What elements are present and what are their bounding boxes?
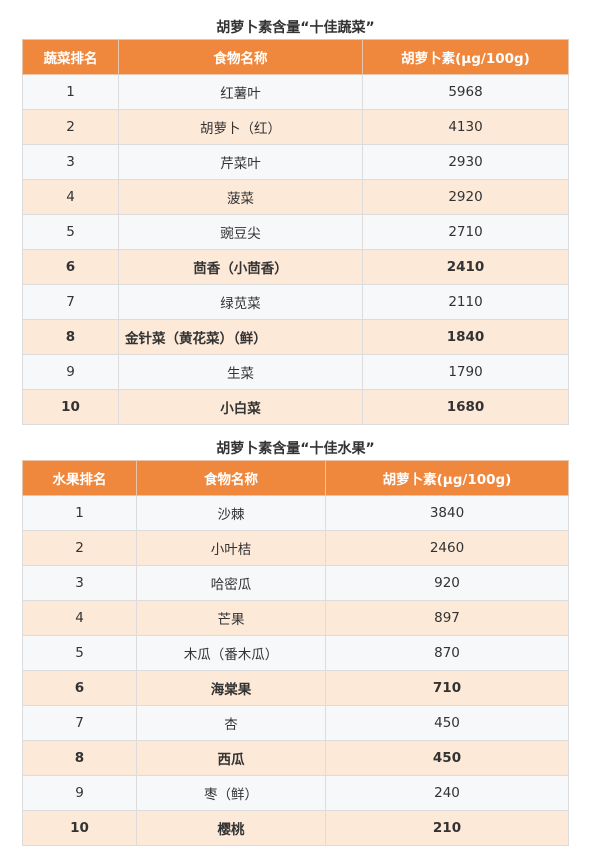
rank-cell: 9 — [22, 354, 119, 390]
rank-cell: 8 — [22, 319, 119, 355]
column-header: 食物名称 — [118, 39, 363, 75]
food-name-cell: 豌豆尖 — [118, 214, 363, 250]
rank-cell: 10 — [22, 810, 137, 846]
carotene-cell: 450 — [325, 740, 569, 776]
carotene-cell: 1840 — [362, 319, 569, 355]
carotene-cell: 2410 — [362, 249, 569, 285]
food-name-cell: 红薯叶 — [118, 74, 363, 110]
table-title: 胡萝卜素含量“十佳水果” — [216, 441, 375, 457]
food-name-cell: 木瓜（番木瓜） — [136, 635, 326, 671]
table-row: 2 小叶桔 2460 — [22, 530, 569, 566]
rank-cell: 6 — [22, 670, 137, 706]
table-row: 7 杏 450 — [22, 705, 569, 741]
table-row: 6 海棠果 710 — [22, 670, 569, 706]
rank-cell: 5 — [22, 635, 137, 671]
table-title: 胡萝卜素含量“十佳蔬菜” — [216, 20, 375, 36]
food-name-cell: 枣（鲜） — [136, 775, 326, 811]
table-row: 9 生菜 1790 — [22, 354, 569, 390]
food-name-cell: 海棠果 — [136, 670, 326, 706]
table-row: 5 豌豆尖 2710 — [22, 214, 569, 250]
column-header: 胡萝卜素(μg/100g) — [362, 39, 569, 75]
carotene-cell: 450 — [325, 705, 569, 741]
table-row: 10 樱桃 210 — [22, 810, 569, 846]
rank-cell: 5 — [22, 214, 119, 250]
food-name-cell: 杏 — [136, 705, 326, 741]
food-name-cell: 菠菜 — [118, 179, 363, 215]
rank-cell: 4 — [22, 600, 137, 636]
rank-cell: 9 — [22, 775, 137, 811]
table-row: 10 小白菜 1680 — [22, 389, 569, 425]
table-row: 9 枣（鲜） 240 — [22, 775, 569, 811]
table-row: 3 芹菜叶 2930 — [22, 144, 569, 180]
food-name-cell: 胡萝卜（红） — [118, 109, 363, 145]
table-row: 8 金针菜（黄花菜）（鲜） 1840 — [22, 319, 569, 355]
table-row: 7 绿苋菜 2110 — [22, 284, 569, 320]
food-name-cell: 哈密瓜 — [136, 565, 326, 601]
food-name-cell: 芒果 — [136, 600, 326, 636]
carotene-cell: 897 — [325, 600, 569, 636]
rank-cell: 2 — [22, 109, 119, 145]
food-name-cell: 金针菜（黄花菜）（鲜） — [118, 319, 363, 355]
food-name-cell: 樱桃 — [136, 810, 326, 846]
vegetable-table: 蔬菜排名 食物名称 胡萝卜素(μg/100g) 1 红薯叶 5968 2 胡萝卜（红） 4130… — [22, 39, 569, 425]
vegetable-section: 胡萝卜素含量“十佳蔬菜” 蔬菜排名 食物名称 胡萝卜素(μg/100g) 1 红薯叶 59… — [22, 17, 569, 425]
rank-cell: 6 — [22, 249, 119, 285]
rank-cell: 2 — [22, 530, 137, 566]
table-row: 3 哈密瓜 920 — [22, 565, 569, 601]
table-row: 8 西瓜 450 — [22, 740, 569, 776]
rank-cell: 7 — [22, 705, 137, 741]
rank-cell: 1 — [22, 74, 119, 110]
table-row: 4 菠菜 2920 — [22, 179, 569, 215]
rank-cell: 3 — [22, 144, 119, 180]
table-row: 4 芒果 897 — [22, 600, 569, 636]
food-name-cell: 沙棘 — [136, 495, 326, 531]
food-name-cell: 小叶桔 — [136, 530, 326, 566]
table-row: 5 木瓜（番木瓜） 870 — [22, 635, 569, 671]
carotene-cell: 870 — [325, 635, 569, 671]
carotene-cell: 2930 — [362, 144, 569, 180]
carotene-cell: 210 — [325, 810, 569, 846]
food-name-cell: 小白菜 — [118, 389, 363, 425]
carotene-cell: 240 — [325, 775, 569, 811]
food-name-cell: 生菜 — [118, 354, 363, 390]
food-name-cell: 西瓜 — [136, 740, 326, 776]
table-row: 6 茴香（小茴香） 2410 — [22, 249, 569, 285]
column-header: 食物名称 — [136, 460, 326, 496]
carotene-cell: 5968 — [362, 74, 569, 110]
carotene-cell: 2710 — [362, 214, 569, 250]
rank-cell: 3 — [22, 565, 137, 601]
rank-cell: 4 — [22, 179, 119, 215]
fruit-section: 胡萝卜素含量“十佳水果” 水果排名 食物名称 胡萝卜素(μg/100g) 1 沙棘 384… — [22, 438, 569, 846]
food-name-cell: 茴香（小茴香） — [118, 249, 363, 285]
food-name-cell: 绿苋菜 — [118, 284, 363, 320]
table-row: 1 沙棘 3840 — [22, 495, 569, 531]
carotene-cell: 1680 — [362, 389, 569, 425]
header-row: 水果排名 食物名称 胡萝卜素(μg/100g) — [22, 460, 569, 496]
rank-cell: 1 — [22, 495, 137, 531]
column-header: 胡萝卜素(μg/100g) — [325, 460, 569, 496]
column-header: 水果排名 — [22, 460, 137, 496]
table-row: 1 红薯叶 5968 — [22, 74, 569, 110]
carotene-cell: 3840 — [325, 495, 569, 531]
carotene-cell: 2110 — [362, 284, 569, 320]
rank-cell: 10 — [22, 389, 119, 425]
carotene-cell: 1790 — [362, 354, 569, 390]
carotene-cell: 2460 — [325, 530, 569, 566]
carotene-cell: 4130 — [362, 109, 569, 145]
fruit-table: 水果排名 食物名称 胡萝卜素(μg/100g) 1 沙棘 3840 2 小叶桔 2460 3 哈密瓜… — [22, 460, 569, 846]
food-name-cell: 芹菜叶 — [118, 144, 363, 180]
rank-cell: 7 — [22, 284, 119, 320]
carotene-cell: 2920 — [362, 179, 569, 215]
rank-cell: 8 — [22, 740, 137, 776]
carotene-cell: 710 — [325, 670, 569, 706]
column-header: 蔬菜排名 — [22, 39, 119, 75]
header-row: 蔬菜排名 食物名称 胡萝卜素(μg/100g) — [22, 39, 569, 75]
table-row: 2 胡萝卜（红） 4130 — [22, 109, 569, 145]
carotene-cell: 920 — [325, 565, 569, 601]
